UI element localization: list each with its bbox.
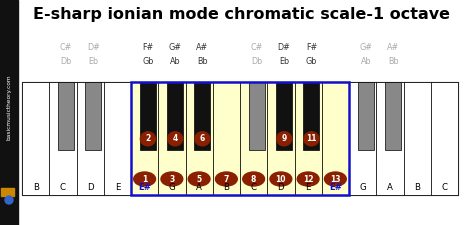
Text: Eb: Eb [88, 58, 99, 67]
Text: 6: 6 [200, 134, 205, 143]
Bar [249, 82, 265, 150]
Bar [304, 82, 319, 150]
Text: C#: C# [60, 43, 73, 52]
Text: Bb: Bb [388, 58, 399, 67]
Text: 1: 1 [142, 175, 147, 184]
Text: 11: 11 [306, 134, 317, 143]
Text: Ab: Ab [170, 58, 180, 67]
Text: G: G [359, 183, 366, 192]
Text: basicmusictheory.com: basicmusictheory.com [7, 75, 12, 140]
Text: D#: D# [278, 43, 291, 52]
Bar [186, 82, 213, 195]
Text: D: D [278, 183, 284, 192]
Text: 5: 5 [197, 175, 202, 184]
Ellipse shape [188, 172, 210, 186]
Text: Gb: Gb [142, 58, 153, 67]
Text: E: E [115, 183, 120, 192]
Text: Db: Db [251, 58, 263, 67]
Bar [140, 82, 156, 150]
Text: A: A [196, 183, 202, 192]
Bar [0, 0, 18, 225]
Bar [322, 82, 349, 195]
Bar [294, 82, 322, 195]
Ellipse shape [243, 172, 265, 186]
Text: C: C [441, 183, 447, 192]
Text: C#: C# [251, 43, 263, 52]
Text: F#: F# [306, 43, 317, 52]
Bar [376, 82, 404, 195]
Text: E#: E# [138, 183, 151, 192]
Text: 2: 2 [145, 134, 151, 143]
Text: G#: G# [169, 43, 182, 52]
Text: Db: Db [60, 58, 72, 67]
Text: Bb: Bb [197, 58, 208, 67]
Text: A#: A# [196, 43, 208, 52]
Text: G#: G# [359, 43, 372, 52]
Bar [431, 82, 458, 195]
Text: 12: 12 [303, 175, 313, 184]
Bar [404, 82, 431, 195]
Text: G: G [168, 183, 175, 192]
Bar [167, 82, 183, 150]
Bar [58, 82, 74, 150]
Bar [86, 82, 101, 150]
Ellipse shape [161, 172, 183, 186]
Bar [49, 82, 77, 195]
Bar [22, 82, 49, 195]
Bar [77, 82, 104, 195]
Text: B: B [414, 183, 420, 192]
Bar [276, 82, 292, 150]
Text: F#: F# [142, 43, 153, 52]
Bar [358, 82, 374, 150]
Ellipse shape [277, 132, 292, 146]
Ellipse shape [215, 172, 237, 186]
Text: D#: D# [87, 43, 100, 52]
Bar [1, 188, 14, 196]
Text: B: B [33, 183, 39, 192]
Ellipse shape [168, 132, 183, 146]
Text: A: A [387, 183, 393, 192]
Ellipse shape [325, 172, 346, 186]
Text: E: E [306, 183, 311, 192]
Bar [385, 82, 401, 150]
Text: E-sharp ionian mode chromatic scale-1 octave: E-sharp ionian mode chromatic scale-1 oc… [33, 7, 450, 22]
Circle shape [5, 196, 13, 204]
Ellipse shape [134, 172, 155, 186]
Text: 13: 13 [330, 175, 341, 184]
Bar [349, 82, 376, 195]
Ellipse shape [270, 172, 292, 186]
Bar [22, 82, 458, 195]
Ellipse shape [140, 132, 155, 146]
Text: Eb: Eb [279, 58, 289, 67]
Text: D: D [87, 183, 93, 192]
Text: Gb: Gb [306, 58, 317, 67]
Bar [131, 82, 158, 195]
Bar [131, 82, 349, 195]
Bar [131, 82, 349, 195]
Bar [194, 82, 210, 150]
Ellipse shape [304, 132, 319, 146]
Text: 8: 8 [251, 175, 256, 184]
Text: 3: 3 [169, 175, 174, 184]
Text: A#: A# [387, 43, 399, 52]
Bar [213, 82, 240, 195]
Text: 7: 7 [224, 175, 229, 184]
Text: C: C [251, 183, 257, 192]
Ellipse shape [195, 132, 210, 146]
Text: 10: 10 [276, 175, 286, 184]
Text: 9: 9 [281, 134, 287, 143]
Text: E#: E# [329, 183, 342, 192]
Text: 4: 4 [173, 134, 178, 143]
Bar [158, 82, 186, 195]
Text: C: C [60, 183, 66, 192]
Bar [267, 82, 294, 195]
Text: Ab: Ab [360, 58, 371, 67]
Bar [104, 82, 131, 195]
Ellipse shape [297, 172, 319, 186]
Bar [240, 82, 267, 195]
Text: B: B [223, 183, 229, 192]
